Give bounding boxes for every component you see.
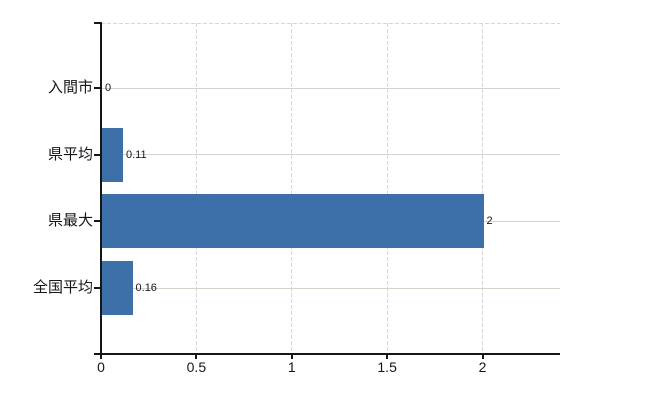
y-axis-line bbox=[100, 22, 102, 355]
x-axis-tick bbox=[386, 355, 389, 359]
category-label: 県平均 bbox=[47, 145, 93, 163]
x-axis-tick bbox=[290, 355, 293, 359]
bar-value-label: 2 bbox=[486, 215, 493, 228]
y-axis-tick bbox=[94, 153, 100, 156]
x-tick-label: 1 bbox=[287, 359, 296, 375]
x-axis-tick bbox=[481, 355, 484, 359]
y-axis-tick bbox=[94, 287, 100, 289]
bar bbox=[102, 127, 123, 182]
category-label: 全国平均 bbox=[32, 279, 93, 296]
x-tick-label: 0 bbox=[97, 359, 105, 375]
category-label: 入間市 bbox=[47, 79, 93, 96]
h-gridline bbox=[101, 87, 560, 89]
plot-top-border bbox=[101, 23, 560, 24]
h-gridline bbox=[101, 154, 560, 156]
category-label: 県最大 bbox=[47, 212, 93, 230]
x-tick-label: 2 bbox=[478, 359, 487, 375]
x-axis-tick bbox=[195, 355, 198, 359]
bar-value-label: 0.16 bbox=[135, 282, 157, 294]
v-gridline bbox=[195, 23, 197, 354]
v-gridline bbox=[386, 23, 388, 354]
x-tick-label: 1.5 bbox=[377, 359, 397, 375]
y-axis-tick bbox=[94, 220, 100, 223]
v-gridline bbox=[482, 23, 483, 354]
h-gridline bbox=[101, 287, 560, 289]
bar bbox=[102, 261, 133, 315]
bar-value-label: 0 bbox=[105, 82, 112, 94]
x-tick-label: 0.5 bbox=[186, 359, 207, 375]
bar bbox=[102, 194, 484, 249]
x-axis-line bbox=[94, 353, 560, 355]
y-axis-top-tick bbox=[94, 22, 100, 24]
bar-value-label: 0.11 bbox=[125, 148, 147, 161]
y-axis-tick bbox=[94, 87, 100, 89]
x-axis-tick bbox=[100, 355, 102, 359]
v-gridline bbox=[291, 23, 293, 354]
